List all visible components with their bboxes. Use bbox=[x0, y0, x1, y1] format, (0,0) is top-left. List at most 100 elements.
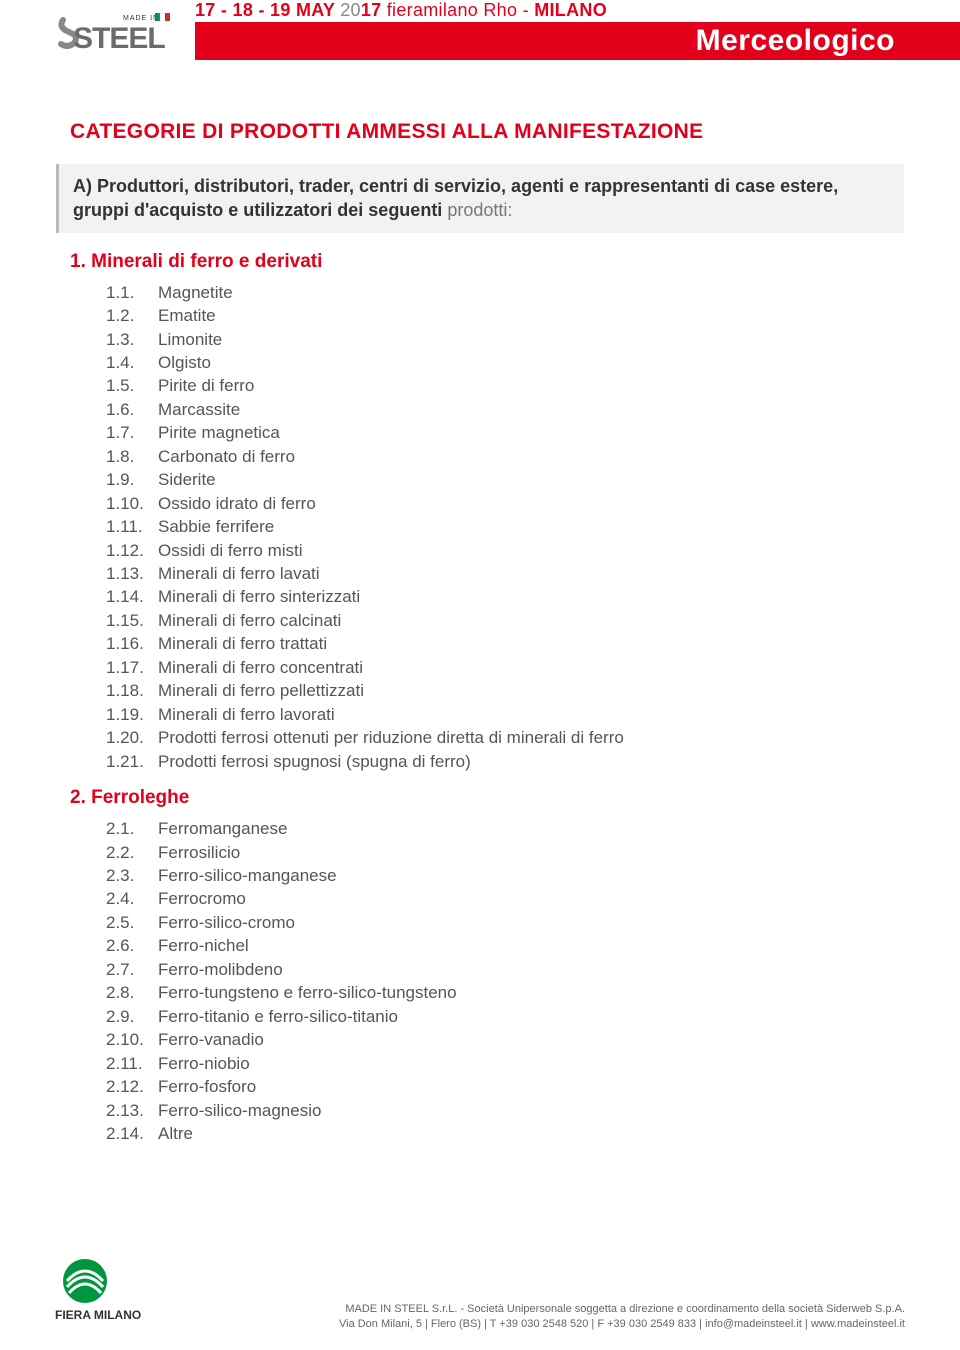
date-suffix: fieramilano Rho - bbox=[381, 0, 534, 20]
item-label: Minerali di ferro calcinati bbox=[158, 609, 341, 632]
item-number: 1.19. bbox=[106, 703, 158, 726]
item-number: 1.10. bbox=[106, 492, 158, 515]
item-number: 1.5. bbox=[106, 374, 158, 397]
date-prefix: 17 - 18 - 19 MAY bbox=[195, 0, 340, 20]
item-label: Minerali di ferro pellettizzati bbox=[158, 679, 364, 702]
item-number: 1.18. bbox=[106, 679, 158, 702]
item-label: Pirite magnetica bbox=[158, 421, 280, 444]
list-item: 1.9.Siderite bbox=[106, 468, 890, 491]
item-label: Magnetite bbox=[158, 281, 233, 304]
item-number: 1.12. bbox=[106, 539, 158, 562]
item-label: Ferrosilicio bbox=[158, 841, 240, 864]
item-label: Minerali di ferro lavati bbox=[158, 562, 320, 585]
list-item: 1.15.Minerali di ferro calcinati bbox=[106, 609, 890, 632]
page-content: CATEGORIE DI PRODOTTI AMMESSI ALLA MANIF… bbox=[0, 65, 960, 1145]
item-number: 2.13. bbox=[106, 1099, 158, 1122]
item-label: Ferro-niobio bbox=[158, 1052, 250, 1075]
item-list: 1.1.Magnetite1.2.Ematite1.3.Limonite1.4.… bbox=[106, 281, 890, 774]
title-bar: Merceologico bbox=[195, 22, 960, 60]
fiera-logo: FIERA MILANO bbox=[55, 1257, 150, 1332]
list-item: 1.3.Limonite bbox=[106, 328, 890, 351]
item-number: 1.20. bbox=[106, 726, 158, 749]
item-number: 2.1. bbox=[106, 817, 158, 840]
section-heading: 2. Ferroleghe bbox=[70, 787, 890, 809]
item-number: 1.2. bbox=[106, 304, 158, 327]
item-label: Ferro-tungsteno e ferro-silico-tungsteno bbox=[158, 981, 457, 1004]
page-header: MADE IN STEEL 17 - 18 - 19 MAY 2017 fier… bbox=[0, 0, 960, 65]
item-number: 2.5. bbox=[106, 911, 158, 934]
list-item: 1.1.Magnetite bbox=[106, 281, 890, 304]
item-number: 2.2. bbox=[106, 841, 158, 864]
item-number: 1.13. bbox=[106, 562, 158, 585]
item-label: Carbonato di ferro bbox=[158, 445, 295, 468]
item-label: Prodotti ferrosi ottenuti per riduzione … bbox=[158, 726, 624, 749]
list-item: 2.12.Ferro-fosforo bbox=[106, 1075, 890, 1098]
item-label: Ossidi di ferro misti bbox=[158, 539, 303, 562]
item-number: 1.16. bbox=[106, 632, 158, 655]
page-category-title: Merceologico bbox=[696, 24, 895, 58]
list-item: 2.5.Ferro-silico-cromo bbox=[106, 911, 890, 934]
list-item: 1.16.Minerali di ferro trattati bbox=[106, 632, 890, 655]
item-label: Ematite bbox=[158, 304, 216, 327]
item-label: Limonite bbox=[158, 328, 222, 351]
list-item: 2.13.Ferro-silico-magnesio bbox=[106, 1099, 890, 1122]
list-item: 1.4.Olgisto bbox=[106, 351, 890, 374]
item-label: Marcassite bbox=[158, 398, 240, 421]
item-number: 2.12. bbox=[106, 1075, 158, 1098]
logo-steel-text: STEEL bbox=[73, 22, 165, 55]
item-number: 1.3. bbox=[106, 328, 158, 351]
list-item: 1.12.Ossidi di ferro misti bbox=[106, 539, 890, 562]
item-label: Ferro-titanio e ferro-silico-titanio bbox=[158, 1005, 398, 1028]
item-number: 2.4. bbox=[106, 887, 158, 910]
item-label: Ferro-molibdeno bbox=[158, 958, 283, 981]
list-item: 1.7.Pirite magnetica bbox=[106, 421, 890, 444]
item-label: Minerali di ferro concentrati bbox=[158, 656, 363, 679]
main-heading: CATEGORIE DI PRODOTTI AMMESSI ALLA MANIF… bbox=[70, 120, 890, 144]
item-number: 1.4. bbox=[106, 351, 158, 374]
item-label: Ferro-silico-manganese bbox=[158, 864, 337, 887]
intro-box: A) Produttori, distributori, trader, cen… bbox=[56, 164, 904, 233]
item-number: 2.14. bbox=[106, 1122, 158, 1145]
logo-made-in-text: MADE IN bbox=[123, 15, 159, 22]
section-heading: 1. Minerali di ferro e derivati bbox=[70, 251, 890, 273]
item-label: Ferrocromo bbox=[158, 887, 246, 910]
item-number: 2.3. bbox=[106, 864, 158, 887]
item-number: 1.9. bbox=[106, 468, 158, 491]
list-item: 2.9.Ferro-titanio e ferro-silico-titanio bbox=[106, 1005, 890, 1028]
list-item: 2.7.Ferro-molibdeno bbox=[106, 958, 890, 981]
item-number: 2.9. bbox=[106, 1005, 158, 1028]
list-item: 1.19.Minerali di ferro lavorati bbox=[106, 703, 890, 726]
date-year-bold: 17 bbox=[361, 0, 382, 20]
item-number: 1.17. bbox=[106, 656, 158, 679]
fiera-label: FIERA MILANO bbox=[55, 1308, 141, 1322]
list-item: 1.17.Minerali di ferro concentrati bbox=[106, 656, 890, 679]
list-item: 1.8.Carbonato di ferro bbox=[106, 445, 890, 468]
item-number: 2.6. bbox=[106, 934, 158, 957]
list-item: 2.8.Ferro-tungsteno e ferro-silico-tungs… bbox=[106, 981, 890, 1004]
item-number: 2.10. bbox=[106, 1028, 158, 1051]
footer-text: MADE IN STEEL S.r.L. - Società Uniperson… bbox=[150, 1302, 905, 1332]
item-label: Minerali di ferro trattati bbox=[158, 632, 327, 655]
list-item: 1.18.Minerali di ferro pellettizzati bbox=[106, 679, 890, 702]
list-item: 2.6.Ferro-nichel bbox=[106, 934, 890, 957]
item-label: Ossido idrato di ferro bbox=[158, 492, 316, 515]
page-footer: FIERA MILANO MADE IN STEEL S.r.L. - Soci… bbox=[0, 1257, 960, 1332]
item-label: Altre bbox=[158, 1122, 193, 1145]
item-label: Minerali di ferro lavorati bbox=[158, 703, 335, 726]
list-item: 1.20.Prodotti ferrosi ottenuti per riduz… bbox=[106, 726, 890, 749]
footer-line-2: Via Don Milani, 5 | Flero (BS) | T +39 0… bbox=[150, 1317, 905, 1332]
list-item: 2.1.Ferromanganese bbox=[106, 817, 890, 840]
list-item: 1.10.Ossido idrato di ferro bbox=[106, 492, 890, 515]
list-item: 1.11.Sabbie ferrifere bbox=[106, 515, 890, 538]
item-label: Ferro-silico-magnesio bbox=[158, 1099, 321, 1122]
item-number: 1.6. bbox=[106, 398, 158, 421]
item-label: Pirite di ferro bbox=[158, 374, 254, 397]
event-date-line: 17 - 18 - 19 MAY 2017 fieramilano Rho - … bbox=[195, 0, 607, 21]
item-number: 1.7. bbox=[106, 421, 158, 444]
list-item: 1.2.Ematite bbox=[106, 304, 890, 327]
list-item: 1.5.Pirite di ferro bbox=[106, 374, 890, 397]
item-label: Ferro-fosforo bbox=[158, 1075, 256, 1098]
item-label: Ferro-nichel bbox=[158, 934, 249, 957]
steel-logo: MADE IN STEEL bbox=[55, 8, 175, 56]
footer-line-1: MADE IN STEEL S.r.L. - Società Uniperson… bbox=[150, 1302, 905, 1317]
